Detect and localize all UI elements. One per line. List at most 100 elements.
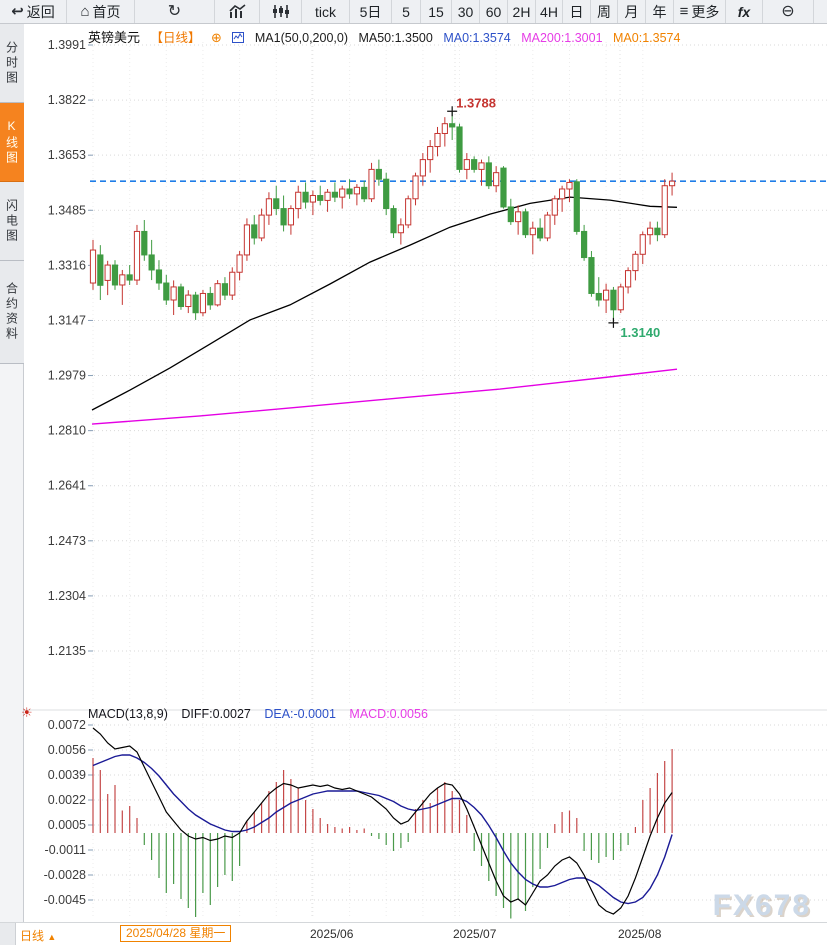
candle — [221, 283, 229, 296]
candle — [537, 227, 544, 239]
candle — [603, 289, 610, 301]
ma-settings-label[interactable]: MA1(50,0,200,0) — [254, 31, 348, 45]
candle — [624, 270, 632, 288]
start-date-label: 2025/04/28 星期一 — [120, 925, 232, 942]
svg-text:1.3822: 1.3822 — [48, 93, 86, 107]
ma0-orange-value: MA0:1.3574 — [613, 31, 681, 45]
candle — [214, 283, 221, 306]
candle — [236, 254, 243, 273]
ma0-blue-value: MA0:1.3574 — [443, 31, 511, 45]
candle — [375, 168, 382, 180]
candle — [463, 159, 470, 170]
candle — [243, 224, 251, 256]
toolbar-button-周[interactable]: 周 — [591, 0, 618, 23]
ma50-value: MA50:1.3500 — [358, 31, 433, 45]
macd-macd-value: MACD:0.0056 — [349, 707, 428, 721]
candle — [617, 286, 624, 311]
toolbar-button-更多[interactable]: ≡ 更多 — [674, 0, 726, 23]
svg-text:1.2641: 1.2641 — [48, 479, 86, 493]
svg-text:1.2135: 1.2135 — [48, 644, 86, 658]
candle — [559, 188, 566, 200]
candle — [324, 191, 331, 201]
candle — [566, 181, 573, 190]
mini-chart-icon — [232, 31, 245, 45]
svg-text:1.2304: 1.2304 — [48, 589, 86, 603]
svg-text:0.0005: 0.0005 — [48, 818, 86, 832]
gridlines-layer — [24, 42, 827, 918]
candle — [141, 230, 148, 256]
candle — [368, 168, 375, 200]
candle — [544, 214, 551, 239]
toolbar-button-5[interactable]: 5 — [392, 0, 421, 23]
candle — [632, 253, 639, 272]
period-tag: 【日线】 — [150, 31, 201, 45]
candle — [668, 180, 676, 187]
add-indicator-icon[interactable]: ⊕ — [211, 30, 222, 45]
sidebar-tab-3[interactable]: 闪电图 — [0, 182, 24, 261]
candle — [302, 191, 309, 203]
candle — [339, 188, 346, 198]
candle — [265, 198, 273, 216]
svg-text:1.3991: 1.3991 — [48, 38, 86, 52]
sidebar-tab-2[interactable]: K线图 — [0, 103, 24, 182]
toolbar-button-refresh[interactable]: ↻ — [135, 0, 215, 23]
candle — [287, 208, 295, 226]
candle — [471, 159, 478, 170]
svg-text:0.0056: 0.0056 — [48, 743, 86, 757]
toolbar-button-candlestick[interactable] — [260, 0, 302, 23]
candle — [148, 254, 155, 271]
candle — [529, 227, 536, 236]
candle — [89, 249, 97, 284]
candle — [646, 227, 654, 236]
toolbar-button-zoom-out[interactable]: ⊖ — [763, 0, 814, 23]
svg-text:-0.0028: -0.0028 — [44, 868, 86, 882]
svg-text:0.0039: 0.0039 — [48, 768, 86, 782]
macd-diff-value: DIFF:0.0027 — [181, 707, 251, 721]
macd-dea-value: DEA:-0.0001 — [264, 707, 336, 721]
toolbar-button-首页[interactable]: ⌂ 首页 — [67, 0, 135, 23]
toolbar-button-tick[interactable]: tick — [302, 0, 350, 23]
x-axis-month-label: 2025/06 — [310, 927, 354, 941]
low-price-label: 1.3140 — [620, 325, 660, 340]
sidebar-tab-4[interactable]: 合约资料 — [0, 261, 24, 364]
footer-period-label[interactable]: 日线 ▲ — [20, 929, 57, 943]
candle — [478, 162, 485, 170]
sidebar-tab-1[interactable]: 分时图 — [0, 24, 24, 103]
toolbar-button-15[interactable]: 15 — [421, 0, 452, 23]
candle — [412, 175, 419, 200]
candle — [229, 271, 236, 296]
candle — [654, 227, 661, 236]
axis-labels-layer: 1.3991 1.3822 1.3653 1.3485 1.3316 1.3147 1.29… — [44, 38, 86, 907]
price-pane-header: 英镑美元 【日线】 ⊕ MA1(50,0,200,0) MA50:1.3500 … — [88, 27, 687, 46]
candle — [427, 146, 434, 161]
toolbar-button-30[interactable]: 30 — [452, 0, 480, 23]
svg-text:1.2979: 1.2979 — [48, 369, 86, 383]
candle — [104, 264, 111, 281]
candle — [390, 208, 397, 234]
toolbar-button-4H[interactable]: 4H — [536, 0, 563, 23]
toolbar-button-5日[interactable]: 5日 — [350, 0, 392, 23]
toolbar-button-2H[interactable]: 2H — [508, 0, 536, 23]
candle — [493, 172, 500, 187]
candle — [155, 269, 163, 284]
macd-title[interactable]: MACD(13,8,9) — [88, 707, 168, 721]
candle — [251, 224, 258, 239]
svg-text:-0.0011: -0.0011 — [45, 843, 87, 857]
candle — [573, 181, 580, 232]
indicator-settings-icon[interactable]: ☀ — [21, 705, 33, 720]
candle — [419, 159, 426, 177]
macd-layer — [92, 727, 673, 919]
svg-text:-0.0045: -0.0045 — [44, 893, 86, 907]
toolbar-button-line-chart[interactable] — [215, 0, 260, 23]
toolbar-button-月[interactable]: 月 — [618, 0, 646, 23]
candle — [361, 186, 368, 200]
toolbar-button-fx[interactable]: fx — [726, 0, 763, 23]
toolbar-button-60[interactable]: 60 — [480, 0, 508, 23]
footer-corner-strip — [0, 923, 16, 945]
candle — [507, 206, 514, 223]
toolbar-button-日[interactable]: 日 — [563, 0, 591, 23]
toolbar-button-返回[interactable]: ↩ 返回 — [0, 0, 67, 23]
toolbar-button-年[interactable]: 年 — [646, 0, 674, 23]
candle — [97, 254, 104, 286]
